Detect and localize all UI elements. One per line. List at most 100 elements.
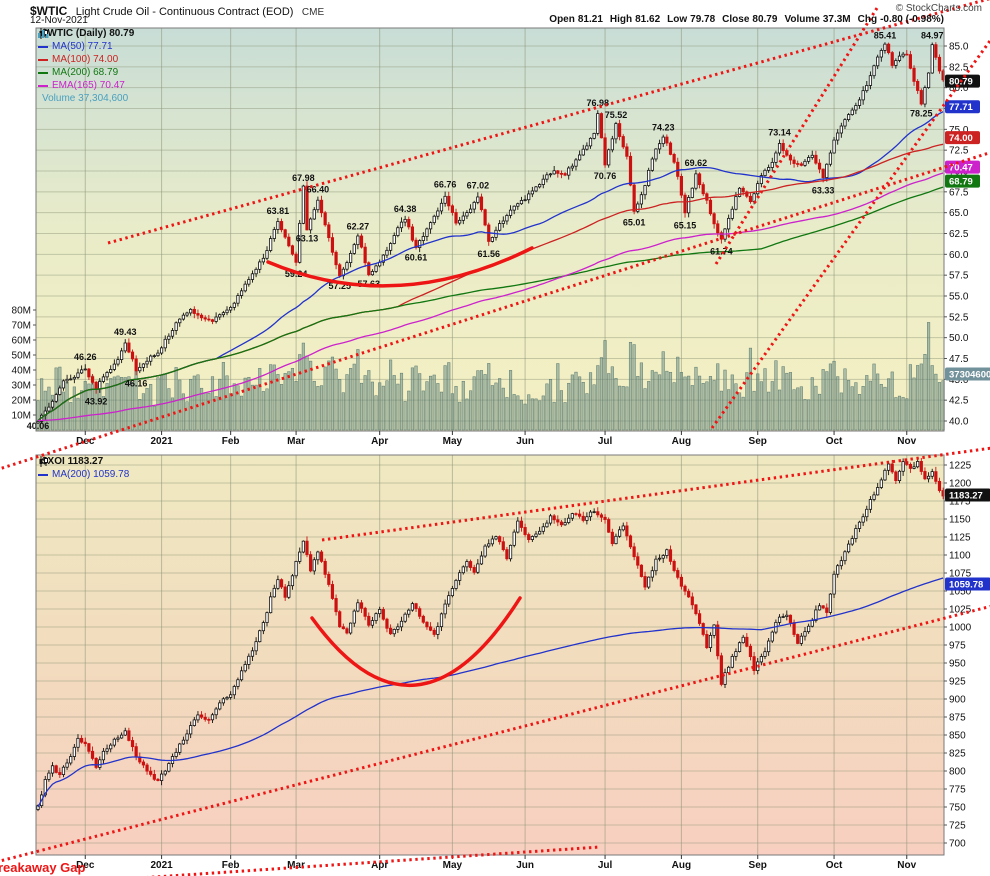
svg-text:57.25: 57.25 (328, 281, 351, 291)
svg-text:70.47: 70.47 (949, 163, 973, 174)
svg-text:900: 900 (949, 695, 966, 706)
value-boxes: 1183.27 1059.78 (945, 488, 990, 590)
xoi-legend: $XOI 1183.27 MA(200) 1059.78 (38, 456, 129, 480)
svg-text:62.27: 62.27 (347, 222, 370, 232)
chart-title: Light Crude Oil - Continuous Contract (E… (75, 6, 294, 18)
svg-text:40.06: 40.06 (27, 421, 50, 431)
svg-text:66.76: 66.76 (434, 180, 457, 190)
svg-text:46.26: 46.26 (74, 352, 97, 362)
svg-text:37304600: 37304600 (949, 370, 990, 381)
svg-text:85.41: 85.41 (874, 30, 897, 40)
ema165-line (37, 172, 944, 422)
svg-text:2021: 2021 (150, 436, 173, 447)
svg-text:1000: 1000 (949, 623, 972, 634)
close-label: Close (722, 14, 750, 25)
svg-text:60.0: 60.0 (949, 250, 969, 261)
svg-text:78.25: 78.25 (910, 109, 933, 119)
svg-text:85.0: 85.0 (949, 42, 969, 53)
high-label: High (609, 14, 633, 25)
svg-text:May: May (443, 436, 463, 447)
svg-text:49.43: 49.43 (114, 327, 137, 337)
svg-text:Dec: Dec (76, 860, 95, 871)
svg-text:77.71: 77.71 (949, 102, 973, 113)
svg-text:Jul: Jul (598, 860, 613, 871)
svg-text:Feb: Feb (222, 436, 240, 447)
svg-text:46.16: 46.16 (125, 378, 148, 388)
svg-text:76.98: 76.98 (587, 98, 610, 108)
legend-item: MA(200) 68.79 (38, 67, 134, 78)
svg-text:63.13: 63.13 (296, 234, 319, 244)
svg-text:Sep: Sep (749, 860, 767, 871)
svg-text:Nov: Nov (897, 436, 916, 447)
svg-text:74.23: 74.23 (652, 123, 675, 133)
open-value: 81.21 (577, 14, 603, 25)
close-value: 80.79 (752, 14, 778, 25)
legend-item: $WTIC (Daily) 80.79 (38, 28, 134, 39)
svg-text:700: 700 (949, 839, 966, 850)
xoi-ma200-line (37, 577, 944, 808)
svg-text:950: 950 (949, 659, 966, 670)
svg-text:61.74: 61.74 (710, 247, 733, 257)
svg-text:50M: 50M (12, 351, 31, 362)
svg-text:82.5: 82.5 (949, 62, 969, 73)
price-annotations: 40.0646.2643.9249.4346.1663.8159.2467.98… (27, 30, 944, 431)
chart-date: 12-Nov-2021 (30, 15, 88, 26)
legend-item: MA(100) 74.00 (38, 54, 134, 65)
svg-text:Feb: Feb (222, 860, 240, 871)
svg-text:2021: 2021 (150, 860, 173, 871)
chg-value: -0.80 (-0.98%) (880, 14, 944, 25)
wtic-legend: $WTIC (Daily) 80.79 MA(50) 77.71 MA(100) 7… (38, 28, 134, 104)
low-value: 79.78 (690, 14, 716, 25)
wtic-candles (36, 42, 945, 424)
legend-item: $XOI 1183.27 (38, 456, 129, 467)
legend-item: MA(200) 1059.78 (38, 469, 129, 480)
volume-label: Volume (784, 14, 820, 25)
svg-text:68.79: 68.79 (949, 177, 973, 188)
copyright: © StockCharts.com (895, 3, 982, 14)
svg-text:775: 775 (949, 785, 966, 796)
svg-text:57.5: 57.5 (949, 271, 969, 282)
line-swatch (38, 84, 48, 87)
svg-text:750: 750 (949, 803, 966, 814)
svg-text:Oct: Oct (826, 436, 843, 447)
xoi-panel: 1225 1200 1175 1150 1125 1100 1075 1050 1025 1000… (35, 454, 990, 871)
svg-text:40M: 40M (12, 366, 31, 377)
xoi-candles (36, 457, 945, 812)
xoi-rounding-arc (310, 596, 522, 687)
svg-text:60M: 60M (12, 336, 31, 347)
svg-text:60.61: 60.61 (405, 252, 428, 262)
date-axis: Dec 2021 Feb Mar Apr May Jun Jul Aug Sep Oct Nov (76, 855, 917, 871)
ma200-line (37, 186, 944, 422)
svg-text:Mar: Mar (287, 860, 305, 871)
svg-text:50.0: 50.0 (949, 333, 969, 344)
svg-text:1059.78: 1059.78 (949, 579, 983, 590)
svg-text:72.5: 72.5 (949, 146, 969, 157)
svg-text:61.56: 61.56 (477, 249, 500, 259)
svg-text:75.52: 75.52 (605, 110, 628, 120)
svg-text:30M: 30M (12, 381, 31, 392)
svg-text:43.92: 43.92 (85, 397, 108, 407)
svg-text:Aug: Aug (672, 860, 691, 871)
svg-text:62.5: 62.5 (949, 229, 969, 240)
svg-text:Dec: Dec (76, 436, 95, 447)
svg-text:66.40: 66.40 (307, 185, 330, 195)
wtic-steep-channel-right-line (710, 38, 990, 429)
svg-text:Nov: Nov (897, 860, 916, 871)
line-swatch (38, 45, 48, 48)
svg-text:52.5: 52.5 (949, 312, 969, 323)
svg-text:Apr: Apr (371, 860, 388, 871)
svg-text:825: 825 (949, 749, 966, 760)
svg-text:20M: 20M (12, 396, 31, 407)
svg-text:925: 925 (949, 677, 966, 688)
svg-text:1075: 1075 (949, 569, 972, 580)
legend-item: MA(50) 77.71 (38, 41, 134, 52)
legend-item: Volume 37,304,600 (38, 30, 134, 104)
xoi-bottom-edge-trendline (147, 845, 601, 876)
wtic-panel: 40.0646.2643.9249.4346.1663.8159.2467.98… (12, 27, 990, 447)
price-axis: 1225 1200 1175 1150 1125 1100 1075 1050 1025 1000… (944, 461, 972, 850)
svg-text:67.5: 67.5 (949, 187, 969, 198)
high-value: 81.62 (635, 14, 661, 25)
legend-item: EMA(165) 70.47 (38, 80, 134, 91)
